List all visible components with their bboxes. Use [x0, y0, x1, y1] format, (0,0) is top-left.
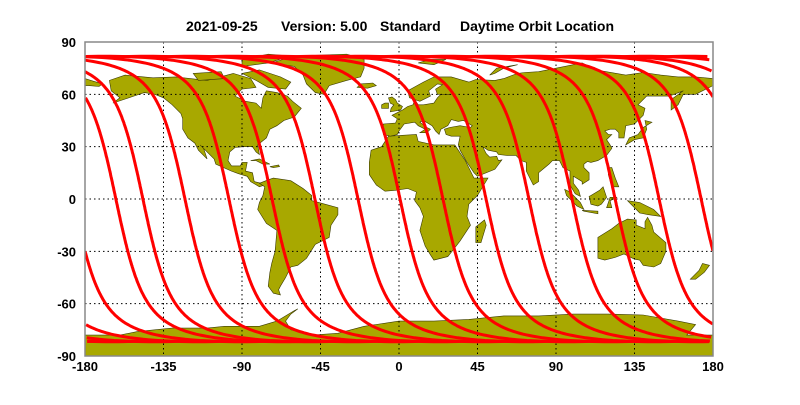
- title-product: Daytime Orbit Location: [460, 18, 614, 34]
- y-tick-label: 90: [62, 35, 76, 50]
- land-polygon: [382, 103, 389, 108]
- y-tick-label: -90: [57, 349, 76, 364]
- title-date: 2021-09-25: [186, 18, 258, 34]
- x-tick-label: -45: [311, 359, 330, 374]
- land-polygon: [582, 210, 598, 214]
- land-polygon: [270, 165, 280, 168]
- x-tick-label: 0: [395, 359, 402, 374]
- land-polygon: [690, 264, 709, 280]
- x-tick-label: 45: [470, 359, 484, 374]
- y-tick-label: 30: [62, 140, 76, 155]
- x-tick-label: 135: [624, 359, 646, 374]
- y-tick-label: 0: [69, 192, 76, 207]
- y-tick-label: -60: [57, 297, 76, 312]
- x-tick-label: -90: [233, 359, 252, 374]
- x-tick-label: 180: [702, 359, 724, 374]
- x-tick-label: 90: [549, 359, 563, 374]
- land-polygon: [598, 217, 666, 267]
- x-tick-label: -135: [150, 359, 176, 374]
- title-mode: Standard: [380, 18, 441, 34]
- title-version: Version: 5.00: [281, 18, 368, 34]
- land-polygon: [389, 97, 403, 112]
- land-polygon: [628, 201, 661, 217]
- land-polygon: [251, 159, 270, 164]
- y-axis-ticks: 90 60 30 0 -30 -60 -90: [57, 35, 76, 364]
- land-polygon: [258, 178, 338, 295]
- land-polygon: [589, 187, 607, 206]
- y-tick-label: -30: [57, 244, 76, 259]
- y-tick-label: 60: [62, 87, 76, 102]
- land-polygon: [109, 73, 301, 186]
